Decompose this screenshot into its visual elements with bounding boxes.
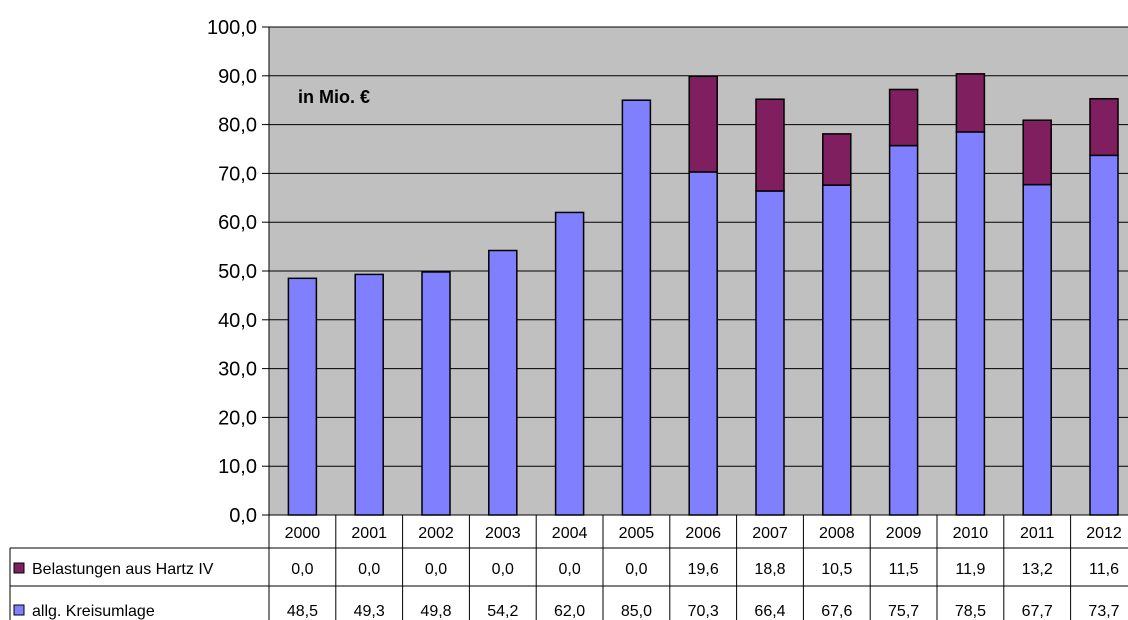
data-label: 85,0 [621, 603, 652, 620]
y-tick-label: 10,0 [218, 456, 257, 478]
data-label: 10,5 [821, 561, 852, 578]
bar-kreisumlage-2003 [488, 249, 518, 516]
y-tick-label: 50,0 [218, 261, 257, 283]
data-label: 11,5 [889, 561, 919, 578]
data-label: 11,9 [955, 561, 985, 578]
x-category-label: 2008 [819, 525, 855, 542]
x-category-label: 2010 [953, 525, 989, 542]
y-tick-label: 30,0 [218, 359, 257, 381]
bar-kreisumlage-2002 [421, 271, 451, 516]
data-label: 70,3 [688, 603, 719, 620]
legend-key-kreisumlage [13, 604, 25, 616]
bar-hartz-iv-2012 [1089, 97, 1119, 157]
data-label: 66,4 [754, 603, 785, 620]
bar-hartz-iv-2007 [755, 98, 785, 192]
x-category-label: 2001 [351, 525, 387, 542]
x-category-label: 2011 [1020, 525, 1055, 542]
y-tick-label: 0,0 [229, 505, 257, 527]
bar-kreisumlage-2004 [554, 211, 585, 516]
data-label: 67,6 [821, 603, 852, 620]
data-label: 62,0 [554, 603, 585, 620]
bar-kreisumlage-2007 [755, 190, 785, 516]
data-label: 0,0 [625, 561, 647, 578]
bar-kreisumlage-2001 [354, 273, 384, 516]
y-tick-label: 100,0 [207, 17, 257, 39]
data-label: 0,0 [492, 561, 514, 578]
bar-kreisumlage-2010 [955, 131, 986, 516]
data-label: 19,6 [688, 561, 719, 578]
data-label: 75,7 [888, 603, 919, 620]
bar-hartz-iv-2009 [888, 88, 919, 147]
data-label: 18,8 [754, 561, 785, 578]
bar-kreisumlage-2000 [287, 277, 318, 516]
y-tick-label: 20,0 [218, 407, 257, 429]
data-label: 11,6 [1089, 561, 1119, 578]
legend-label: allg. Kreisumlage [32, 603, 155, 620]
data-label: 49,8 [420, 603, 451, 620]
legend-label: Belastungen aus Hartz IV [32, 561, 214, 578]
data-label: 48,5 [287, 603, 318, 620]
data-label: 73,7 [1088, 603, 1119, 620]
bar-kreisumlage-2005 [621, 99, 652, 516]
y-tick-label: 70,0 [218, 163, 257, 185]
legend-key-hartz-iv [13, 562, 25, 574]
data-table: 2000 2001 2002 2003 2004 2005 2006 2007 2008 2009… [9, 514, 1128, 620]
x-category-label: 2002 [418, 525, 454, 542]
bar-kreisumlage-2006 [688, 171, 718, 516]
bar-hartz-iv-2011 [1022, 119, 1052, 186]
bar-kreisumlage-2009 [888, 144, 919, 516]
bar-kreisumlage-2011 [1022, 183, 1052, 516]
bar-hartz-iv-2008 [822, 133, 852, 186]
bar-kreisumlage-2008 [822, 184, 852, 516]
y-tick-label: 60,0 [218, 212, 257, 234]
bar-hartz-iv-2010 [955, 73, 986, 133]
data-label: 0,0 [558, 561, 580, 578]
data-label: 49,3 [354, 603, 385, 620]
y-tick-label: 40,0 [218, 310, 257, 332]
y-tick-label: 80,0 [218, 115, 257, 137]
data-label: 13,2 [1022, 561, 1053, 578]
x-category-label: 2003 [485, 525, 521, 542]
bars [287, 73, 1119, 516]
bar-kreisumlage-2012 [1089, 154, 1119, 516]
y-tick-label: 90,0 [218, 66, 257, 88]
data-label: 54,2 [487, 603, 518, 620]
data-label: 67,7 [1022, 603, 1053, 620]
data-label: 0,0 [425, 561, 447, 578]
data-label: 78,5 [955, 603, 986, 620]
x-category-label: 2004 [552, 525, 588, 542]
x-category-label: 2009 [886, 525, 922, 542]
data-label: 0,0 [358, 561, 380, 578]
x-category-label: 2012 [1086, 525, 1122, 542]
data-label: 0,0 [291, 561, 313, 578]
x-category-label: 2006 [685, 525, 721, 542]
x-category-label: 2000 [285, 525, 321, 542]
unit-annotation: in Mio. € [298, 87, 370, 107]
x-category-label: 2005 [619, 525, 655, 542]
x-category-label: 2007 [752, 525, 788, 542]
bar-hartz-iv-2006 [688, 75, 718, 173]
y-axis: 0,0 10,0 20,0 30,0 40,0 50,0 60,0 70,0 80,0 90,0 1… [207, 17, 270, 527]
